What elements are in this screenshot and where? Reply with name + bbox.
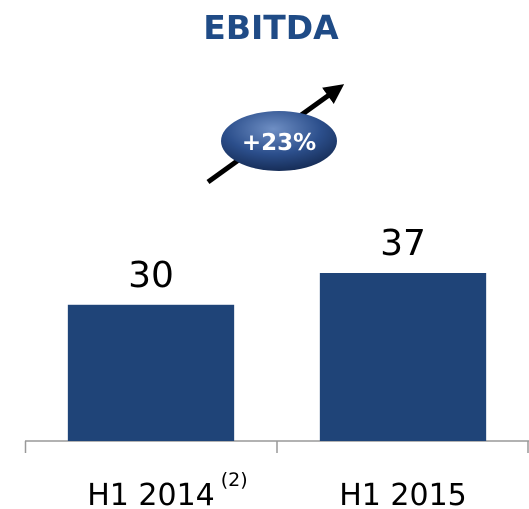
- category-superscript: (2): [221, 469, 248, 491]
- bar: [67, 304, 235, 441]
- annotation: +23%: [242, 130, 316, 156]
- annotation-bubble: [221, 111, 337, 171]
- value-label: 37: [380, 223, 426, 264]
- chart-title: EBITDA: [203, 8, 339, 47]
- x-tick-label: H1 2014: [87, 478, 215, 509]
- bar: [319, 273, 487, 441]
- x-tick-label: H1 2015: [339, 478, 467, 509]
- value-label: 30: [128, 255, 174, 296]
